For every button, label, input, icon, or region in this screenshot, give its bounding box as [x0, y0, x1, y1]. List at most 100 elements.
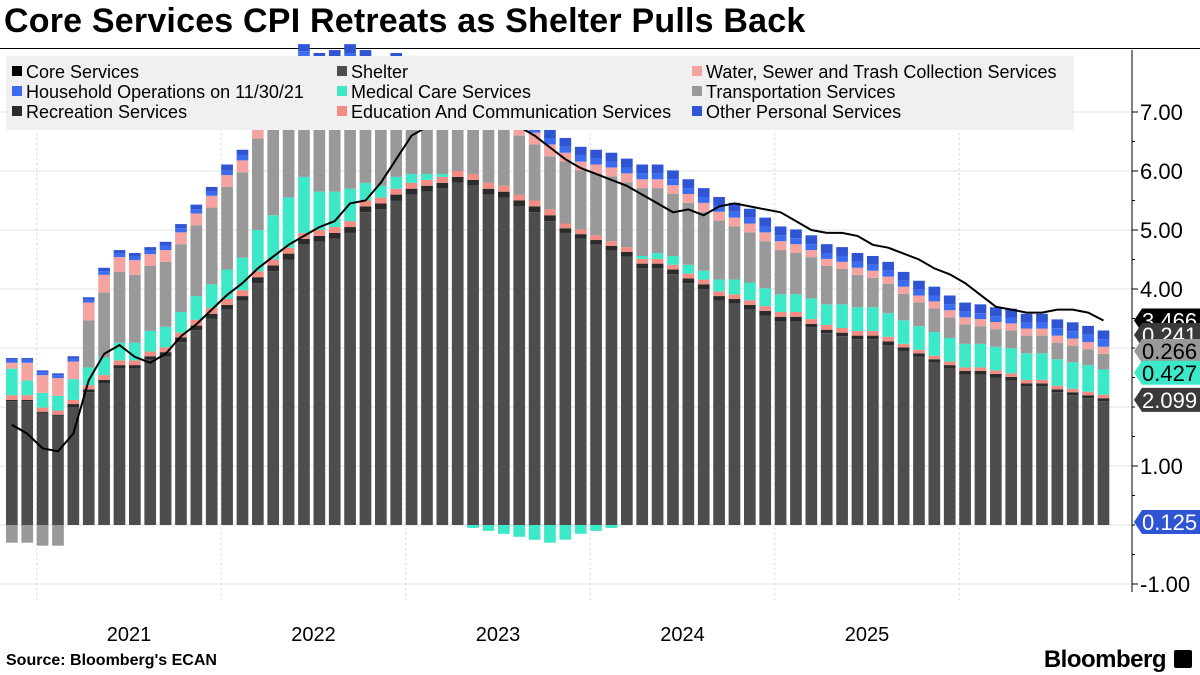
- bar-segment: [498, 525, 510, 534]
- bar-segment: [682, 273, 695, 279]
- bar-segment: [159, 356, 172, 525]
- bar-segment: [1005, 380, 1018, 525]
- bar-segment: [744, 208, 756, 218]
- bar-segment: [1051, 389, 1064, 393]
- bar-segment: [590, 164, 602, 174]
- bar-segment: [36, 372, 49, 376]
- bar-segment: [236, 300, 249, 525]
- bar-segment: [252, 126, 264, 139]
- bar-segment: [1005, 373, 1018, 377]
- bar-segment: [498, 191, 510, 198]
- y-tick-label: 7.00: [1140, 100, 1183, 125]
- bar-segment: [928, 355, 941, 360]
- bar-segment: [759, 226, 772, 233]
- bar-segment: [943, 368, 956, 525]
- bar-segment: [144, 250, 157, 255]
- bar-segment: [1051, 328, 1064, 336]
- bar-segment: [805, 244, 818, 251]
- bar-segment: [544, 138, 556, 145]
- bar-segment: [175, 232, 187, 245]
- legend-label: Core Services: [26, 62, 139, 82]
- bar-segment: [205, 207, 218, 285]
- bar-segment: [1082, 334, 1094, 343]
- bar-segment: [82, 297, 95, 300]
- bar-segment: [913, 289, 925, 296]
- bar-segment: [682, 179, 695, 189]
- bar-segment: [590, 240, 602, 245]
- bar-segment: [21, 358, 34, 360]
- bar-segment: [159, 347, 172, 353]
- bar-segment: [98, 271, 110, 275]
- y-tick-label: 4.00: [1140, 277, 1183, 302]
- bar-segment: [851, 335, 864, 340]
- bar-segment: [728, 303, 741, 525]
- bar-segment: [1036, 379, 1048, 384]
- bar-segment: [67, 399, 80, 405]
- bar-segment: [559, 161, 572, 224]
- bar-segment: [1082, 365, 1094, 392]
- bar-segment: [1066, 362, 1079, 389]
- bar-segment: [744, 300, 756, 305]
- bar-segment: [1005, 330, 1018, 349]
- bar-segment: [882, 345, 895, 525]
- bar-segment: [836, 332, 848, 337]
- bar-segment: [544, 209, 556, 216]
- bar-segment: [820, 324, 833, 330]
- bar-segment: [882, 313, 895, 337]
- bar-segment: [651, 179, 664, 189]
- bar-segment: [129, 256, 141, 261]
- bar-segment: [221, 164, 233, 171]
- legend-swatch: [692, 66, 702, 76]
- bar-segment: [144, 254, 157, 266]
- y-tick-label: 5.00: [1140, 218, 1183, 243]
- x-tick-label: 2021: [107, 624, 152, 645]
- bar-segment: [590, 158, 602, 165]
- bar-segment: [236, 155, 249, 161]
- bar-segment: [605, 176, 618, 242]
- bar-segment: [990, 373, 1002, 378]
- bar-segment: [482, 188, 495, 195]
- bar-segment: [636, 188, 649, 256]
- bar-segment: [98, 379, 110, 384]
- bar-segment: [943, 337, 956, 362]
- bar-segment: [990, 307, 1002, 317]
- bar-segment: [990, 370, 1002, 374]
- bar-segment: [943, 310, 956, 318]
- y-tick-label: 1.00: [1140, 454, 1183, 479]
- bar-segment: [190, 325, 203, 331]
- bar-segment: [67, 358, 80, 362]
- bar-segment: [897, 280, 910, 287]
- bar-segment: [298, 238, 310, 245]
- bar-segment: [1005, 348, 1018, 374]
- bar-segment: [913, 353, 925, 357]
- bar-segment: [574, 155, 587, 162]
- bar-segment: [236, 172, 249, 258]
- bar-segment: [697, 211, 710, 271]
- legend-swatch: [337, 66, 347, 76]
- bar-segment: [744, 217, 756, 224]
- legend-swatch: [12, 66, 22, 76]
- bar-segment: [375, 209, 387, 525]
- bar-segment: [913, 295, 925, 303]
- bar-segment: [1097, 394, 1110, 399]
- bar-segment: [67, 356, 80, 359]
- bar-segment: [974, 343, 987, 368]
- bar-segment: [867, 255, 879, 265]
- bar-segment: [851, 253, 864, 262]
- bar-segment: [836, 261, 848, 269]
- bar-segment: [636, 258, 649, 264]
- bar-segment: [252, 230, 264, 272]
- bar-segment: [928, 359, 941, 363]
- bar-segment: [636, 173, 649, 180]
- bar-segment: [421, 173, 433, 180]
- bar-segment: [559, 228, 572, 233]
- bar-segment: [98, 267, 110, 272]
- bar-segment: [928, 301, 941, 309]
- bar-segment: [667, 179, 679, 186]
- bar-segment: [129, 253, 141, 257]
- bar-segment: [805, 250, 818, 258]
- bar-segment: [6, 399, 18, 402]
- bar-segment: [1005, 323, 1018, 331]
- bar-segment: [836, 336, 848, 525]
- bar-segment: [1005, 376, 1018, 381]
